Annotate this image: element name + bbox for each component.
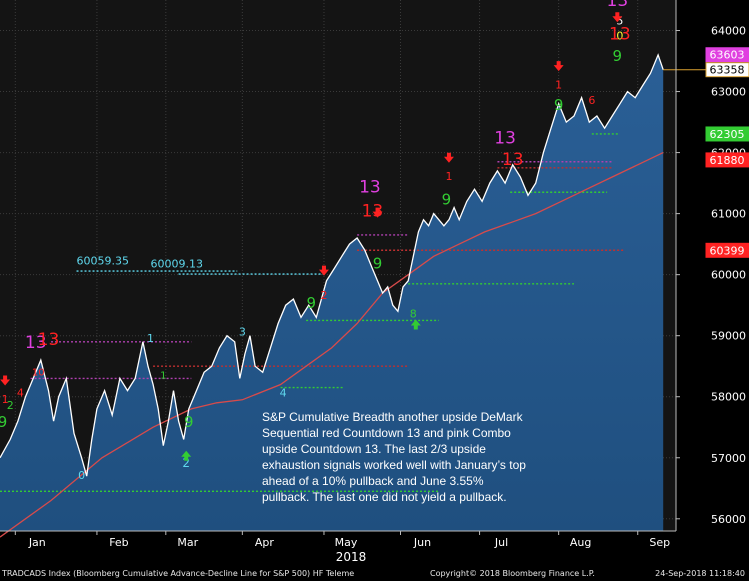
count-label: 13 xyxy=(359,177,381,197)
footer-source: TRADCADS Index (Bloomberg Cumulative Adv… xyxy=(2,569,355,578)
value-label-text: 60399 xyxy=(710,244,745,257)
count-label: 9 xyxy=(554,96,564,114)
footer-bar: TRADCADS Index (Bloomberg Cumulative Adv… xyxy=(0,566,749,581)
value-label: 62305 xyxy=(705,126,749,142)
y-tick-label: 61000 xyxy=(711,208,746,221)
arrow-up-icon xyxy=(410,319,421,330)
x-tick-label: Mar xyxy=(177,536,198,549)
count-label: 0 xyxy=(616,30,623,43)
y-tick-label: 60000 xyxy=(711,269,746,282)
right-axis-labels: 63603 63358 62305 61880 60399 xyxy=(705,47,749,258)
count-label: 3 xyxy=(239,326,246,339)
count-label: 13 xyxy=(609,25,631,45)
level-annotation: 60009.13 xyxy=(151,258,204,271)
x-tick-label: Jun xyxy=(413,536,431,549)
x-tick-label: May xyxy=(335,536,358,549)
area-fill xyxy=(0,54,664,532)
y-tick-label: 56000 xyxy=(711,513,746,526)
count-label: 4 xyxy=(280,387,287,400)
count-label: 1 xyxy=(160,370,166,381)
x-tick-label: Jul xyxy=(494,536,508,549)
y-tick-label: 59000 xyxy=(711,330,746,343)
value-label: 63603 xyxy=(705,47,749,63)
count-label: 2 xyxy=(320,289,327,302)
value-label-text: 62305 xyxy=(710,128,745,141)
count-label: 1 xyxy=(2,393,9,406)
count-label: 13 xyxy=(502,150,524,170)
commentary-text: S&P Cumulative Breadth another upside De… xyxy=(262,410,526,504)
count-label: 9 xyxy=(442,190,452,208)
series-lines xyxy=(0,53,706,538)
value-label-box xyxy=(705,47,749,63)
value-label-box xyxy=(705,152,749,168)
x-tick-label: Apr xyxy=(255,536,275,549)
arrow-down-icon xyxy=(318,265,329,276)
count-label: 1 xyxy=(147,332,154,345)
level-annotation: 60059.35 xyxy=(77,255,130,268)
count-label: 9 xyxy=(613,47,623,65)
count-label: 1 xyxy=(445,170,452,183)
arrow-down-icon xyxy=(0,375,11,386)
x-tick-label: Aug xyxy=(570,536,591,549)
footer-timestamp: 24-Sep-2018 11:18:40 xyxy=(655,569,745,578)
count-label: 9 xyxy=(0,413,7,431)
arrow-down-icon xyxy=(372,207,383,218)
count-label: 5 xyxy=(616,14,623,27)
breadth-line xyxy=(0,53,664,477)
value-label-text: 63358 xyxy=(710,64,745,77)
arrow-down-icon xyxy=(443,152,454,163)
count-label: 13 xyxy=(494,128,516,148)
series-area xyxy=(0,54,664,532)
count-label: 10 xyxy=(32,367,45,378)
x-tick-label: Feb xyxy=(109,536,128,549)
count-label: 0 xyxy=(78,469,85,482)
count-label: 8 xyxy=(410,307,417,320)
count-label: 6 xyxy=(588,94,595,107)
count-label: 1 xyxy=(555,79,562,92)
count-label: 9 xyxy=(373,255,383,273)
arrow-down-icon xyxy=(553,61,564,72)
value-label: 61880 xyxy=(705,152,749,168)
x-axis: Jan Feb Mar Apr May Jun Jul Aug Sep 2018 xyxy=(0,530,676,564)
y-tick-label: 64000 xyxy=(711,25,746,38)
x-tick-label: Sep xyxy=(649,536,670,549)
value-label: 60399 xyxy=(705,242,749,258)
y-axis: 5600057000580005900060000610006200063000… xyxy=(675,0,746,531)
count-label: 4 xyxy=(17,387,24,400)
y-tick-label: 57000 xyxy=(711,452,746,465)
count-label: 2 xyxy=(7,399,14,412)
value-label-text: 63603 xyxy=(710,49,745,62)
count-label: 13 xyxy=(38,330,60,350)
x-axis-title: 2018 xyxy=(336,550,367,564)
count-label: 2 xyxy=(182,456,190,470)
count-label: 9 xyxy=(306,294,316,312)
y-tick-label: 58000 xyxy=(711,391,746,404)
value-label-text: 61880 xyxy=(710,154,745,167)
footer-copyright: Copyright© 2018 Bloomberg Finance L.P. xyxy=(430,569,595,578)
x-tick-label: Jan xyxy=(28,536,46,549)
value-label-box xyxy=(705,242,749,258)
value-label-box xyxy=(705,62,749,78)
value-label: 63358 xyxy=(705,62,749,78)
count-label: 9 xyxy=(184,413,194,431)
y-tick-label: 63000 xyxy=(711,86,746,99)
arrow-up-icon xyxy=(181,450,192,461)
arrow-down-icon xyxy=(612,12,623,23)
count-label: 13 xyxy=(25,333,47,353)
value-label-box xyxy=(705,126,749,142)
count-label: 13 xyxy=(607,0,629,11)
